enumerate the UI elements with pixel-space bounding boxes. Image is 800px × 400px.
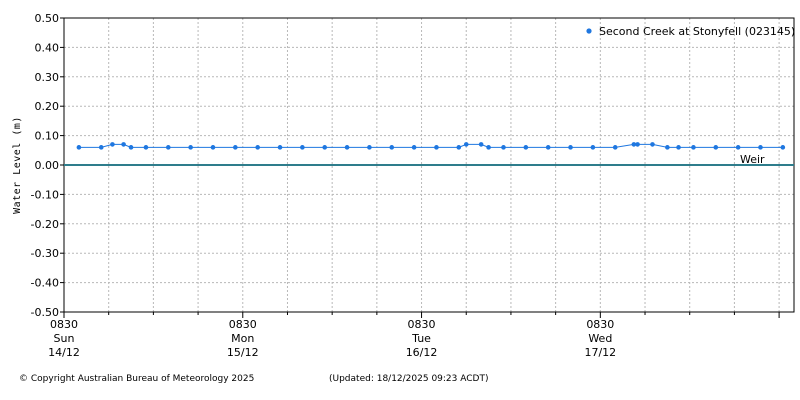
y-tick-label: 0.50 bbox=[35, 12, 60, 25]
data-point bbox=[501, 145, 506, 150]
data-point bbox=[143, 145, 149, 150]
y-tick-label: -0.20 bbox=[31, 218, 59, 231]
x-axis-ticks: 0830Sun14/120830Mon15/120830Tue16/120830… bbox=[48, 312, 780, 359]
data-point bbox=[545, 145, 551, 150]
y-tick-label: 0.00 bbox=[35, 159, 60, 172]
data-point bbox=[523, 145, 529, 150]
data-point bbox=[411, 145, 417, 150]
data-point bbox=[735, 145, 741, 150]
x-tick-label: Mon bbox=[231, 332, 254, 345]
y-tick-label: 0.30 bbox=[35, 71, 60, 84]
copyright-notice: © Copyright Australian Bureau of Meteoro… bbox=[19, 374, 255, 384]
data-point bbox=[676, 145, 681, 150]
data-point bbox=[463, 142, 469, 147]
x-tick-label: 17/12 bbox=[584, 346, 616, 359]
x-tick-label: 0830 bbox=[586, 318, 614, 331]
data-point bbox=[635, 142, 640, 147]
y-tick-label: -0.40 bbox=[31, 277, 59, 290]
data-point bbox=[188, 145, 193, 150]
data-point bbox=[456, 145, 462, 150]
data-point bbox=[691, 145, 696, 150]
data-point bbox=[255, 145, 260, 150]
data-point bbox=[713, 145, 719, 150]
data-point bbox=[612, 145, 618, 150]
y-tick-label: 0.40 bbox=[35, 41, 60, 54]
x-tick-label: 14/12 bbox=[48, 346, 80, 359]
x-tick-label: 0830 bbox=[229, 318, 257, 331]
data-point bbox=[165, 145, 171, 150]
x-tick-label: 15/12 bbox=[227, 346, 259, 359]
x-tick-label: Wed bbox=[588, 332, 612, 345]
data-point bbox=[758, 145, 763, 150]
data-point bbox=[389, 145, 395, 150]
data-point bbox=[367, 145, 372, 150]
data-point bbox=[121, 142, 126, 147]
series bbox=[76, 142, 786, 150]
x-tick-label: 0830 bbox=[408, 318, 436, 331]
y-axis-label: Water Level (m) bbox=[12, 116, 23, 214]
legend-label: Second Creek at Stonyfell (023145) bbox=[599, 25, 795, 38]
data-point bbox=[590, 145, 596, 150]
data-point bbox=[568, 145, 573, 150]
data-point bbox=[478, 142, 484, 147]
x-tick-label: 16/12 bbox=[406, 346, 438, 359]
data-point bbox=[344, 145, 350, 150]
data-point bbox=[98, 145, 104, 150]
data-point bbox=[486, 145, 491, 150]
legend-marker bbox=[586, 28, 592, 34]
y-tick-label: -0.30 bbox=[31, 247, 59, 260]
data-point bbox=[210, 145, 216, 150]
x-tick-label: Sun bbox=[54, 332, 75, 345]
data-point bbox=[780, 145, 786, 150]
y-axis-ticks: 0.50 0.40 0.30 0.20 0.10 0.00 -0.10 -0.20 -0.30 -… bbox=[31, 12, 64, 319]
weir-reference: Weir bbox=[64, 153, 794, 166]
data-point bbox=[650, 142, 655, 147]
y-tick-label: 0.10 bbox=[35, 130, 60, 143]
data-point bbox=[277, 145, 283, 150]
y-tick-label: -0.10 bbox=[31, 188, 59, 201]
data-point bbox=[233, 145, 238, 150]
data-point bbox=[631, 142, 637, 147]
data-point bbox=[110, 142, 115, 147]
x-tick-label: 0830 bbox=[50, 318, 78, 331]
data-point bbox=[434, 145, 439, 150]
weir-label: Weir bbox=[740, 153, 765, 166]
data-point bbox=[76, 145, 82, 150]
data-point bbox=[665, 145, 670, 150]
data-point bbox=[128, 145, 134, 150]
x-tick-label: Tue bbox=[411, 332, 431, 345]
updated-timestamp: (Updated: 18/12/2025 09:23 ACDT) bbox=[329, 374, 489, 384]
y-tick-label: 0.20 bbox=[35, 100, 60, 113]
legend: Second Creek at Stonyfell (023145) bbox=[586, 25, 795, 38]
data-point bbox=[322, 145, 328, 150]
data-point bbox=[300, 145, 305, 150]
y-tick-label: -0.50 bbox=[31, 306, 59, 319]
